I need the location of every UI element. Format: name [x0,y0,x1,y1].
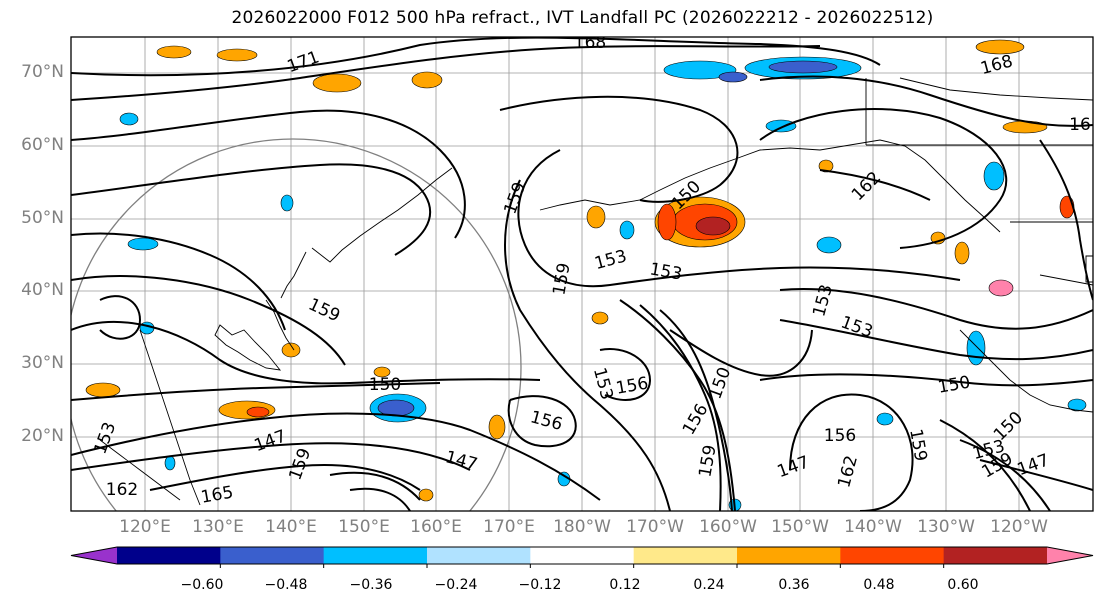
colorbar-segment [117,547,221,564]
colorbar-segment [427,547,531,564]
lat-label-40n: 40°N [21,280,64,300]
lon-label: 170°E [483,517,535,537]
lon-label: 140°W [844,517,902,537]
lon-label: 130°W [917,517,975,537]
map-frame [70,36,1094,512]
contour-label: 156 [824,426,856,446]
contour-label: 162 [106,480,138,500]
colorbar-tick-label: 0.36 [778,577,810,593]
contour-label: 16 [1069,115,1091,135]
shaded-anomalies [85,39,1087,511]
lat-label-60n: 60°N [21,135,64,155]
lon-label: 120°W [990,517,1048,537]
lat-label-70n: 70°N [21,62,64,82]
lon-label: 150°W [771,517,829,537]
lon-label: 140°E [265,517,317,537]
colorbar-tick-label: 0.12 [609,577,641,593]
lon-label: 160°E [410,517,462,537]
colorbar-outline [70,546,1094,565]
colorbar-segment [220,547,325,564]
colorbar-segment [71,547,117,564]
lon-label: 150°E [338,517,390,537]
colorbar-segment [1047,547,1093,564]
colorbar-segment [633,547,738,564]
colorbar-segment [840,547,945,564]
contour-lines [71,37,1093,511]
colorbar-segment [530,547,635,564]
colorbar-segment [323,547,428,564]
colorbar-tick-label: 0.60 [947,577,979,593]
lon-label: 120°E [119,517,171,537]
lon-label: 180°W [553,517,611,537]
lon-label: 130°E [192,517,244,537]
graticule [71,37,1093,511]
contour-label: 150 [369,375,401,395]
lon-label: 160°W [699,517,757,537]
map-title: 2026022000 F012 500 hPa refract., IVT La… [231,8,934,28]
colorbar-tick-label: −0.48 [264,577,308,593]
colorbar-tick-label: −0.60 [180,577,224,593]
lat-label-50n: 50°N [21,208,64,228]
coastlines [99,77,1093,506]
lat-label-20n: 20°N [21,426,64,446]
lon-label: 170°W [626,517,684,537]
colorbar-segment [943,547,1048,564]
colorbar-segment [737,547,841,564]
colorbar-tick-label: −0.36 [349,577,393,593]
contour-label: 168 [574,33,606,53]
colorbar-tick-label: −0.24 [434,577,478,593]
range-circle [71,138,522,511]
lat-label-30n: 30°N [21,353,64,373]
colorbar-tick-label: 0.24 [693,577,725,593]
colorbar-tick-label: −0.12 [518,577,562,593]
colorbar [70,546,1094,568]
colorbar-tick-label: 0.48 [863,577,895,593]
